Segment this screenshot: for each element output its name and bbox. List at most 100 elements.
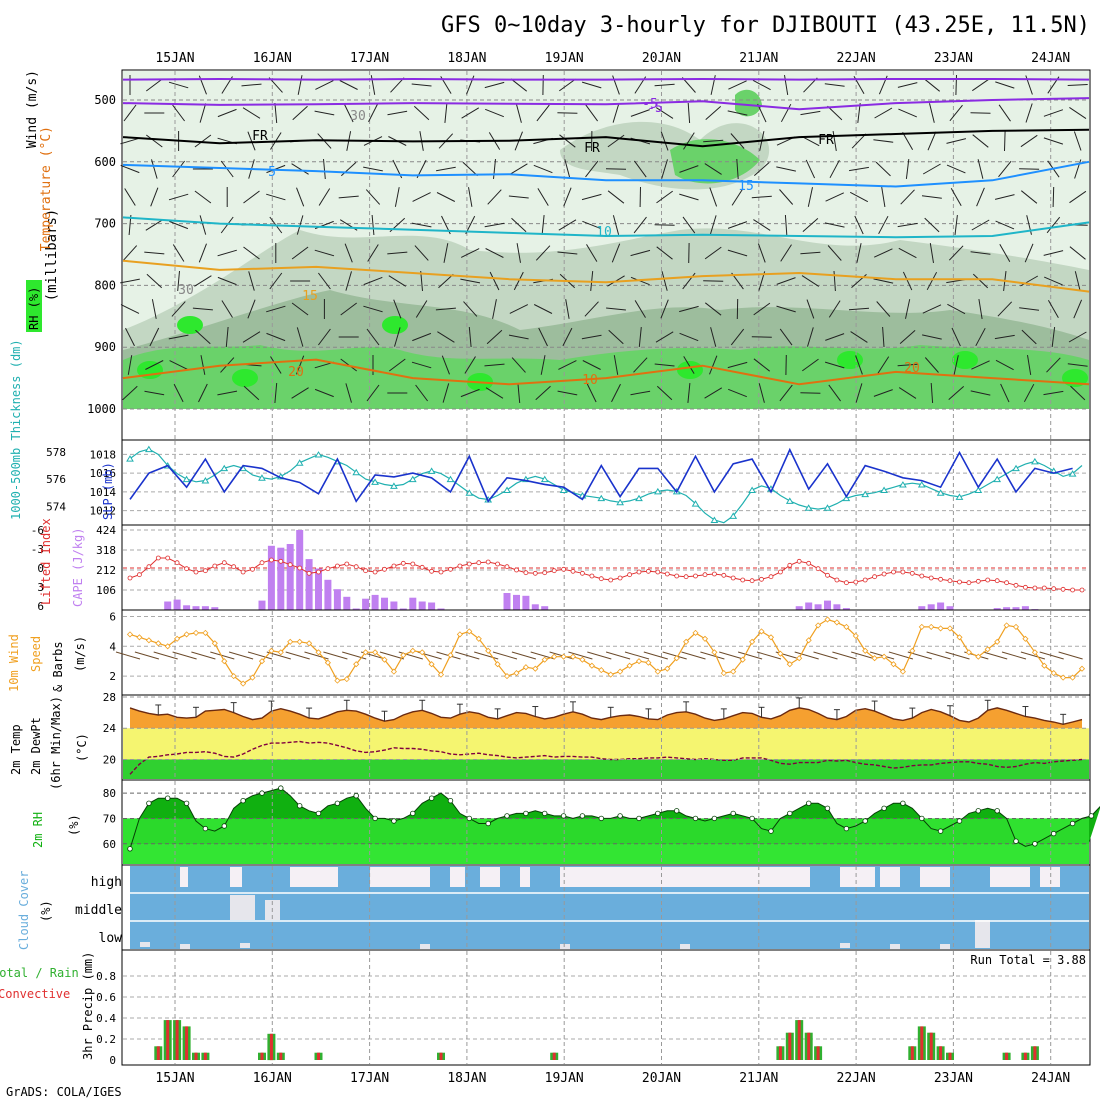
li-point — [259, 560, 265, 566]
wind-speed-point — [221, 658, 228, 665]
wind-speed-point — [494, 661, 501, 668]
cloud-high-clear — [370, 867, 430, 887]
rh-point — [692, 815, 699, 822]
wind-barb — [194, 275, 212, 287]
wind-barb — [511, 217, 527, 233]
wind-barb — [367, 244, 379, 262]
wind-barb — [390, 77, 405, 93]
surface-wind-barb — [191, 651, 216, 660]
li-point — [891, 569, 896, 575]
wind-speed-point — [541, 656, 548, 663]
li-point — [759, 576, 764, 582]
li-point — [429, 568, 435, 574]
cape-bar — [993, 608, 1001, 610]
surface-wind-barb — [304, 651, 329, 660]
cool-band — [123, 759, 1089, 779]
precip-bar-conv — [439, 1052, 443, 1060]
li-point — [136, 572, 142, 578]
wind-barb — [1052, 186, 1055, 208]
wind-speed-point — [843, 623, 850, 630]
wind-barb — [168, 81, 189, 89]
li-point — [1004, 580, 1009, 586]
wind-barb — [801, 275, 820, 287]
rh-point — [127, 846, 133, 852]
wind-barb — [800, 251, 821, 255]
wind-barb — [704, 387, 723, 399]
wind-barb — [125, 327, 135, 347]
wind-barb — [1027, 355, 1032, 375]
li-point — [570, 568, 576, 574]
wind-barb — [582, 360, 601, 370]
date-label-bottom: 22JAN — [837, 1071, 876, 1086]
cape-bar — [531, 604, 539, 610]
rh-point — [1032, 841, 1038, 847]
wind-barb — [900, 189, 915, 205]
cape-tick-label: 106 — [96, 584, 116, 597]
wind-barb — [120, 137, 140, 145]
cape-bar — [277, 547, 285, 610]
wind-speed-point — [909, 647, 916, 654]
wind-barb — [436, 166, 456, 172]
wind-barb — [225, 326, 229, 348]
cape-bar — [805, 602, 813, 610]
wind-barb — [998, 160, 1012, 178]
wind-barb — [827, 245, 842, 261]
date-label-bottom: 16JAN — [253, 1071, 292, 1086]
date-axis-top: 15JAN 16JAN 17JAN 18JAN 19JAN 20JAN 21JAN 22JAN… — [155, 51, 1070, 66]
wind-barb — [851, 133, 867, 149]
thickness-point — [710, 516, 719, 523]
cape-bar — [513, 594, 520, 610]
date-label-bottom: 24JAN — [1031, 1071, 1070, 1086]
wind-barb — [679, 193, 699, 201]
isotherm-FR — [122, 128, 1090, 148]
wind-barb — [270, 356, 282, 374]
wind-barb — [899, 330, 916, 344]
wind-barb — [339, 80, 358, 90]
thickness-point — [503, 486, 511, 493]
rh-point — [1069, 820, 1076, 827]
contour-label: 20 — [904, 361, 920, 376]
li-point — [862, 577, 868, 583]
precip-bar-conv — [807, 1032, 811, 1060]
wind-barb — [366, 328, 380, 346]
wind-barb — [343, 103, 354, 123]
li-point — [909, 570, 915, 576]
wind-barb — [120, 164, 140, 174]
wind-speed-point — [833, 619, 840, 626]
cloud-high-clear — [1040, 867, 1060, 887]
wind-barb — [999, 244, 1011, 262]
wind-barb — [1021, 329, 1037, 345]
wind-barb — [902, 271, 913, 291]
rh-blob-bright — [837, 351, 863, 369]
contour-label: -5 — [647, 101, 663, 116]
wind-barb — [949, 104, 963, 122]
rh-shading — [123, 71, 1089, 409]
pressure-tick-label: 800 — [94, 278, 116, 292]
wind-speed-point — [796, 655, 803, 662]
wind-barb — [145, 360, 164, 370]
wind-barb — [929, 103, 935, 123]
li-point — [957, 579, 962, 585]
cape-bar — [192, 606, 200, 610]
date-label-bottom: 18JAN — [447, 1071, 486, 1086]
rh-tick-label: 70 — [103, 812, 116, 825]
wind-barb — [535, 245, 551, 261]
wind-barb — [438, 273, 454, 289]
wind-barb — [784, 75, 789, 95]
wind-speed-point — [174, 635, 181, 642]
wind-barb — [340, 161, 357, 177]
li-point — [919, 573, 925, 579]
cloud-high-clear — [920, 867, 950, 887]
precip-tick-label: 0 — [109, 1054, 116, 1067]
wind-barb — [221, 300, 233, 318]
thickness-point — [390, 482, 398, 489]
wind-barb — [412, 332, 432, 342]
cape-bar — [814, 604, 822, 610]
li-point — [363, 568, 369, 574]
wind-barb — [977, 159, 984, 179]
thickness-point — [182, 475, 191, 483]
wind-barb — [168, 334, 189, 340]
rh-blob-top — [735, 89, 762, 117]
wind-barb — [855, 383, 863, 403]
wind-barb — [970, 390, 991, 396]
